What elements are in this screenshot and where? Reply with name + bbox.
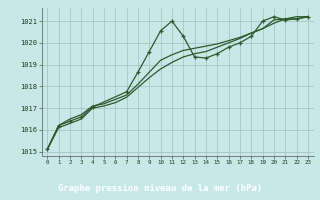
Text: Graphe pression niveau de la mer (hPa): Graphe pression niveau de la mer (hPa) (58, 184, 262, 193)
